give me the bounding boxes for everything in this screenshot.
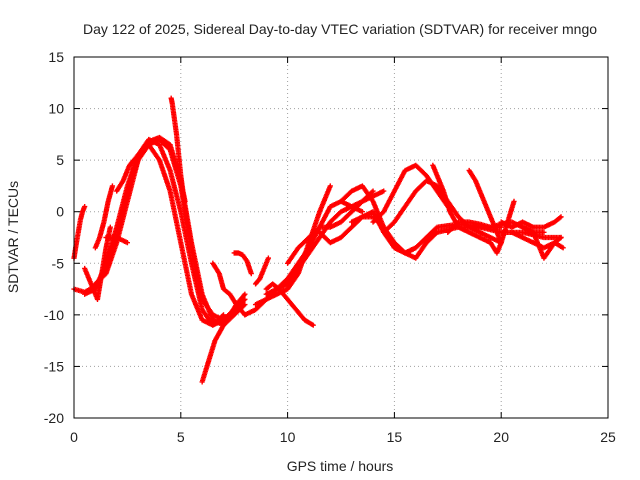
data-point: [558, 214, 564, 220]
series-sat-m: [231, 250, 254, 277]
series-sat-e: [168, 95, 188, 204]
y-tick-label: -15: [44, 358, 64, 374]
y-tick-label: -5: [52, 255, 65, 271]
x-tick-label: 0: [70, 429, 78, 445]
data-point: [560, 245, 566, 251]
series-sat-r: [263, 281, 316, 328]
y-tick-label: 0: [56, 204, 64, 220]
y-tick-label: -20: [44, 410, 64, 426]
y-tick-label: 5: [56, 152, 64, 168]
y-tick-label: -10: [44, 307, 64, 323]
chart-grid: [74, 57, 608, 418]
series-sat-ab: [487, 198, 517, 256]
x-tick-label: 20: [493, 429, 509, 445]
x-tick-label: 5: [177, 429, 185, 445]
data-point: [242, 291, 248, 297]
data-point: [242, 301, 248, 308]
data-point: [135, 152, 141, 158]
series-sat-ad: [509, 229, 566, 251]
data-point: [107, 224, 113, 230]
data-point: [511, 198, 517, 204]
x-tick-label: 15: [387, 429, 403, 445]
plot-frame: [73, 56, 609, 419]
series-sat-ae: [519, 224, 564, 261]
chart-title: Day 122 of 2025, Sidereal Day-to-day VTE…: [83, 21, 597, 37]
series-sat-i: [103, 234, 130, 246]
x-tick-label: 25: [600, 429, 616, 445]
y-axis-label: SDTVAR / TECUs: [5, 181, 21, 293]
x-axis-label: GPS time / hours: [287, 458, 394, 474]
series-sat-h: [92, 183, 116, 251]
series-sat-d: [124, 136, 248, 323]
series-sat-ac: [498, 214, 564, 230]
data-point: [109, 183, 116, 189]
data-point: [124, 240, 130, 246]
data-points: [71, 95, 566, 385]
x-tick-label: 10: [280, 429, 296, 445]
y-tick-label: 15: [48, 49, 64, 65]
series-sat-n: [252, 255, 271, 287]
data-point: [327, 183, 333, 189]
data-point: [558, 234, 564, 241]
series-sat-y: [430, 162, 494, 246]
series-sat-g: [82, 224, 113, 302]
data-point: [541, 229, 547, 235]
series-sat-x: [381, 178, 504, 246]
data-point: [182, 198, 188, 204]
data-point: [265, 255, 271, 261]
data-point: [310, 322, 316, 328]
data-point: [248, 271, 254, 277]
series-sat-l: [210, 260, 248, 318]
y-tick-label: 10: [48, 101, 64, 117]
data-point: [359, 209, 365, 215]
data-point: [82, 203, 88, 210]
axis-ticks: 0 5 10 15 20 25 -20 -15 -10 -5 0 5 10 15: [44, 49, 616, 445]
data-point: [381, 188, 387, 194]
series-sat-j: [114, 152, 141, 194]
data-point: [370, 188, 376, 194]
data-point: [220, 312, 227, 318]
series-sat-s: [285, 188, 376, 266]
